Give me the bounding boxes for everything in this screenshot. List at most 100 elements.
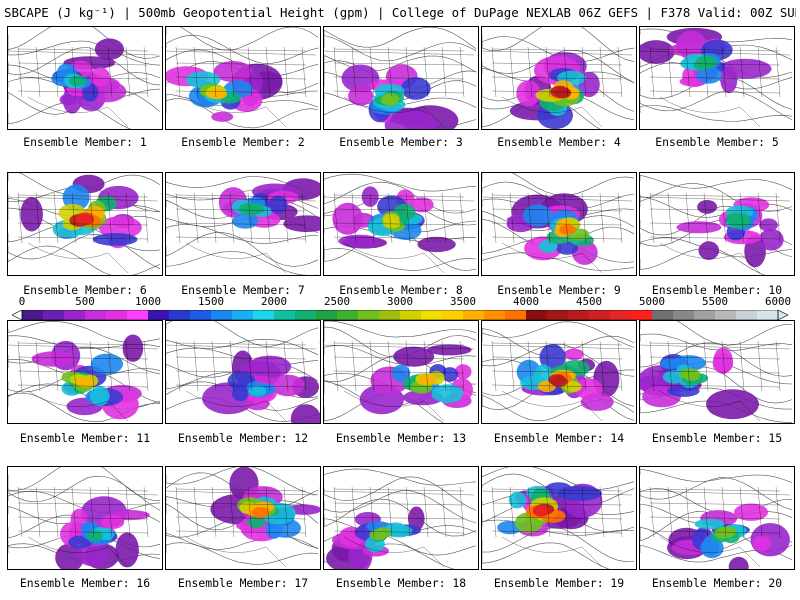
colorbar-swatch: [505, 310, 527, 320]
ensemble-member-map: [7, 466, 163, 570]
cape-map-image: [8, 173, 162, 275]
ensemble-member-label: Ensemble Member: 20: [651, 576, 783, 590]
ensemble-member-map: [323, 172, 479, 276]
cape-map-image: [324, 173, 478, 274]
ensemble-member-map: [481, 172, 637, 276]
cape-map-image: [640, 321, 794, 423]
colorbar-tick-label: 5000: [638, 295, 666, 308]
colorbar-swatch: [85, 310, 107, 320]
colorbar-swatch: [589, 310, 611, 320]
colorbar-tick-label: 3500: [449, 295, 477, 308]
colorbar-swatch: [526, 310, 548, 320]
colorbar-swatch: [463, 310, 485, 320]
ensemble-member-map: [7, 172, 163, 276]
colorbar-swatch: [127, 310, 149, 320]
cape-map-image: [482, 321, 636, 422]
ensemble-member-map: [323, 320, 479, 424]
colorbar-swatch: [64, 310, 86, 320]
colorbar-swatch: [715, 310, 737, 320]
colorbar-swatch: [379, 310, 401, 320]
ensemble-member-label: Ensemble Member: 2: [181, 135, 305, 149]
colorbar-tick-label: 2000: [260, 295, 288, 308]
colorbar-tick-label: 2500: [323, 295, 351, 308]
colorbar-swatch: [610, 310, 632, 320]
ensemble-member-label: Ensemble Member: 7: [181, 283, 305, 297]
product-title: SBCAPE (J kg⁻¹) | 500mb Geopotential Hei…: [4, 5, 796, 20]
cape-map-image: [166, 176, 320, 275]
colorbar-swatch: [442, 310, 464, 320]
colorbar-swatch: [757, 310, 779, 320]
colorbar-swatch: [568, 310, 590, 320]
colorbar-max-arrow: [777, 310, 788, 320]
cape-map-image: [8, 321, 162, 423]
colorbar-swatch: [421, 310, 443, 320]
ensemble-member-map: [481, 26, 637, 130]
colorbar-tick-label: 0: [18, 295, 26, 308]
colorbar-tick-label: 6000: [764, 295, 792, 308]
ensemble-member-map: [165, 466, 321, 570]
colorbar-swatch: [274, 310, 296, 320]
cape-map-image: [166, 467, 320, 568]
ensemble-member-label: Ensemble Member: 13: [335, 431, 467, 445]
cape-map-image: [8, 27, 162, 129]
colorbar-swatch: [736, 310, 758, 320]
colorbar-swatch: [694, 310, 716, 320]
colorbar-swatch: [358, 310, 380, 320]
ensemble-member-label: Ensemble Member: 9: [497, 283, 621, 297]
ensemble-member-label: Ensemble Member: 17: [177, 576, 309, 590]
ensemble-member-label: Ensemble Member: 18: [335, 576, 467, 590]
colorbar-tick-label: 4000: [512, 295, 540, 308]
cape-map-image: [640, 174, 794, 275]
colorbar-swatch: [337, 310, 359, 320]
ensemble-member-label: Ensemble Member: 16: [19, 576, 151, 590]
colorbar-min-arrow: [12, 310, 23, 320]
colorbar-swatch: [295, 310, 317, 320]
ensemble-member-label: Ensemble Member: 3: [339, 135, 463, 149]
colorbar-swatch: [547, 310, 569, 320]
ensemble-member-map: [165, 320, 321, 424]
colorbar-swatch: [673, 310, 695, 320]
ensemble-member-map: [323, 26, 479, 130]
ensemble-member-map: [323, 466, 479, 570]
colorbar-swatch: [169, 310, 191, 320]
ensemble-member-label: Ensemble Member: 8: [339, 283, 463, 297]
colorbar-swatch: [652, 310, 674, 320]
ensemble-member-label: Ensemble Member: 1: [23, 135, 147, 149]
ensemble-member-map: [639, 172, 795, 276]
colorbar-tick-label: 4500: [575, 295, 603, 308]
colorbar-swatch: [316, 310, 338, 320]
colorbar-swatch: [106, 310, 128, 320]
ensemble-member-label: Ensemble Member: 11: [19, 431, 151, 445]
ensemble-member-map: [481, 466, 637, 570]
ensemble-member-map: [639, 26, 795, 130]
ensemble-member-label: Ensemble Member: 12: [177, 431, 309, 445]
ensemble-member-map: [165, 26, 321, 130]
colorbar-swatch: [148, 310, 170, 320]
cape-map-image: [482, 173, 636, 274]
ensemble-member-map: [639, 320, 795, 424]
colorbar-tick-label: 5500: [701, 295, 729, 308]
colorbar-tick-label: 500: [75, 295, 95, 308]
colorbar-swatch: [631, 310, 653, 320]
ensemble-member-label: Ensemble Member: 5: [655, 135, 779, 149]
colorbar-swatch: [190, 310, 212, 320]
colorbar-swatch: [211, 310, 233, 320]
colorbar-swatch: [253, 310, 275, 320]
ensemble-member-label: Ensemble Member: 14: [493, 431, 625, 445]
ensemble-member-map: [639, 466, 795, 570]
colorbar-swatch: [22, 310, 44, 320]
cape-map-image: [8, 467, 162, 569]
ensemble-member-map: [7, 320, 163, 424]
ensemble-member-label: Ensemble Member: 15: [651, 431, 783, 445]
colorbar-tick-label: 3000: [386, 295, 414, 308]
cape-map-image: [640, 468, 794, 569]
cape-map-image: [482, 27, 636, 129]
sbcape-colorbar: [12, 310, 788, 320]
ensemble-member-map: [481, 320, 637, 424]
colorbar-swatch: [43, 310, 65, 320]
colorbar-swatch: [400, 310, 422, 320]
colorbar-tick-label: 1500: [197, 295, 225, 308]
ensemble-member-label: Ensemble Member: 10: [651, 283, 783, 297]
cape-map-image: [324, 321, 478, 423]
cape-map-image: [482, 467, 636, 569]
